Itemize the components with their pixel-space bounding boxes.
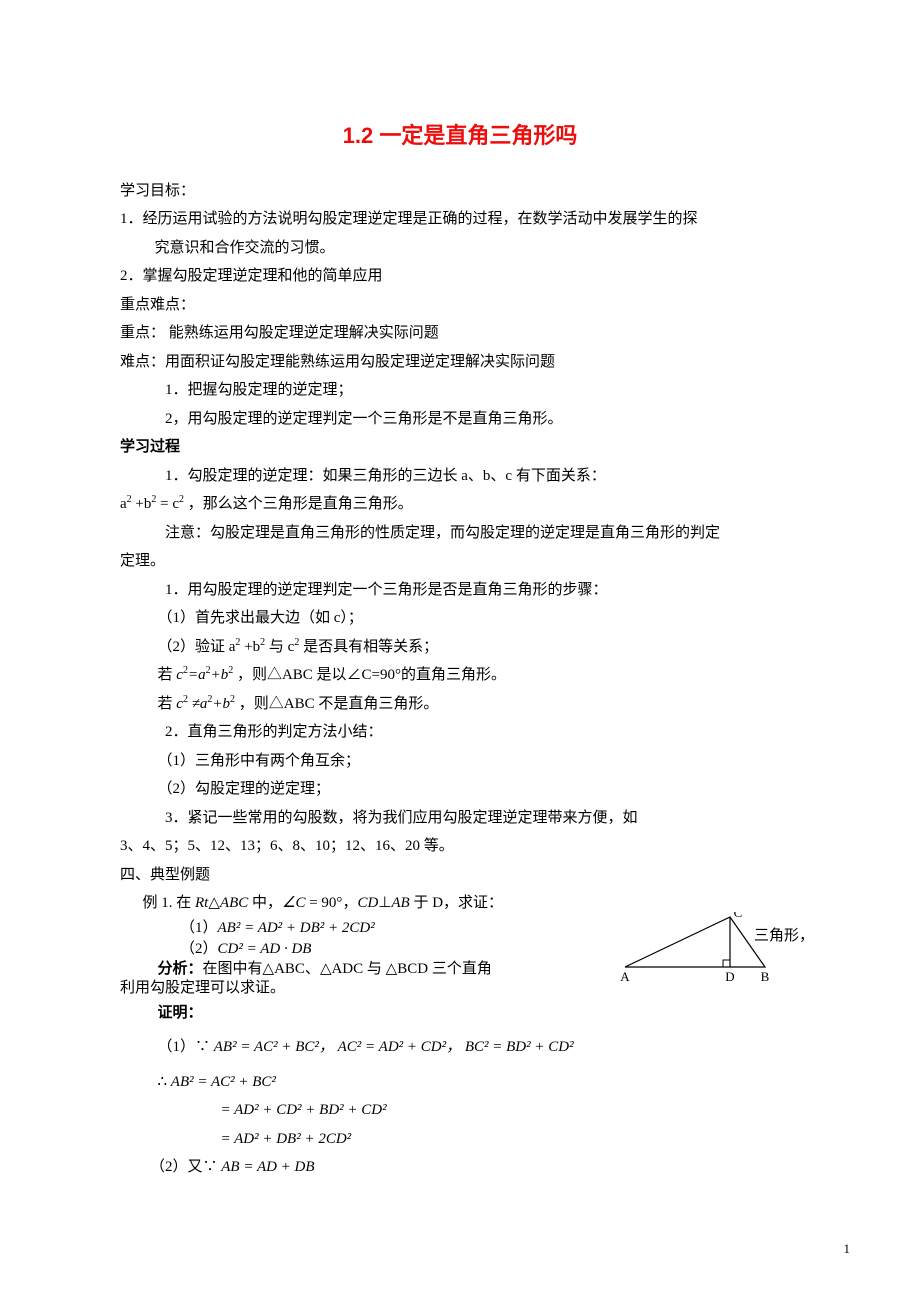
if-2: 若 c2 ≠a2+b2 ，则△ABC 不是直角三角形。	[120, 690, 800, 719]
ex1-2-pre: （2）	[180, 941, 218, 957]
page-number: 1	[844, 1237, 851, 1262]
step-1-2: （2）验证 a2 +b2 与 c2 是否具有相等关系；	[120, 633, 800, 662]
ex1-1-pre: （1）	[180, 920, 218, 936]
proof-1-l3: = AD² + DB² + 2CD²	[120, 1125, 800, 1154]
eq-eq-c: = c	[156, 496, 179, 512]
ex1-a: 例 1. 在	[143, 895, 196, 911]
ex1-2-eq: CD² = AD · DB	[218, 941, 312, 957]
if2-tail: ，则△ABC 不是直角三角形。	[235, 696, 438, 712]
right-angle-mark	[723, 960, 730, 967]
page-title: 1.2 一定是直角三角形吗	[120, 115, 800, 157]
if1-plus: +	[211, 667, 221, 683]
label-a: A	[620, 969, 630, 984]
note-line: 注意：勾股定理是直角三角形的性质定理，而勾股定理的逆定理是直角三角形的判定	[120, 519, 800, 548]
if2-c: c	[176, 696, 183, 712]
pf1-pre: （1）∵	[158, 1039, 214, 1055]
step-2: 2．直角三角形的判定方法小结：	[120, 718, 800, 747]
ex1-rt: Rt	[195, 895, 208, 911]
proof-1-given: （1）∵ AB² = AC² + BC²， AC² = AD² + CD²， B…	[120, 1033, 800, 1062]
pf1-eq3: BC² = BD² + CD²	[465, 1039, 574, 1055]
if2-b: b	[223, 696, 231, 712]
step-2-1: （1）三角形中有两个角互余；	[120, 747, 800, 776]
triangle-side-text: 三角形，	[754, 922, 814, 951]
if2-plus: +	[212, 696, 222, 712]
if1-c: c	[176, 667, 183, 683]
pf1-therefore: ∴	[158, 1074, 171, 1090]
goal-1: 1．经历运用试验的方法说明勾股定理逆定理是正确的过程，在数学活动中发展学生的探	[120, 205, 800, 234]
eq-tail: ，那么这个三角形是直角三角形。	[184, 496, 413, 512]
an-and: 与	[363, 961, 386, 977]
ex1-perp: ⊥	[378, 895, 391, 911]
if1-pre: 若	[158, 667, 177, 683]
pf1-eq2: AC² = AD² + CD²，	[338, 1039, 461, 1055]
pf1-eq1: AB² = AC² + BC²，	[214, 1039, 334, 1055]
ex1-tri: △	[208, 895, 220, 911]
eq-a: a	[120, 496, 127, 512]
if1-a: a	[198, 667, 206, 683]
label-d: D	[725, 969, 734, 984]
analysis-a: 在图中有	[203, 961, 263, 977]
proof-label: 证明：	[120, 999, 800, 1028]
kd-1: 重点： 能熟练运用勾股定理逆定理解决实际问题	[120, 319, 800, 348]
pf1-line2: = AD² + CD² + BD² + CD²	[221, 1102, 387, 1118]
goals-header: 学习目标：	[120, 177, 800, 206]
if2-pre: 若	[158, 696, 177, 712]
an-tail: 三个直角	[428, 961, 492, 977]
process-header: 学习过程	[120, 433, 800, 462]
an-tri1: △ABC	[263, 961, 305, 977]
ex1-abc: ABC	[220, 895, 248, 911]
ex1-eq90: = 90°	[305, 895, 342, 911]
step-3-cont: 3、4、5；5、12、13；6、8、10；12、16、20 等。	[120, 832, 800, 861]
pf2-pre: （2）又∵	[150, 1159, 221, 1175]
thm-1-eq: a2 +b2 = c2 ，那么这个三角形是直角三角形。	[120, 490, 800, 519]
ex1-ab: AB	[391, 895, 409, 911]
step-1-1: （1）首先求出最大边（如 c）；	[120, 604, 800, 633]
analysis-label: 分析：	[158, 961, 203, 977]
step-3: 3．紧记一些常用的勾股数，将为我们应用勾股定理逆定理带来方便，如	[120, 804, 800, 833]
pf1-line3: = AD² + DB² + 2CD²	[221, 1131, 352, 1147]
goal-2: 2．掌握勾股定理逆定理和他的简单应用	[120, 262, 800, 291]
ex1-angC: ∠C	[282, 895, 305, 911]
if2-ne: ≠	[188, 696, 200, 712]
pf2-eq: AB = AD + DB	[221, 1159, 314, 1175]
note-cont: 定理。	[120, 547, 800, 576]
ex1-1-eq: AB² = AD² + DB² + 2CD²	[218, 920, 375, 936]
step-1: 1．用勾股定理的逆定理判定一个三角形是否是直角三角形的步骤：	[120, 576, 800, 605]
if-1: 若 c2=a2+b2 ，则△ABC 是以∠C=90°的直角三角形。	[120, 661, 800, 690]
ex1-cd: CD	[357, 895, 378, 911]
an-sep1: 、	[305, 961, 320, 977]
label-b: B	[761, 969, 770, 984]
proof-1-l2: = AD² + CD² + BD² + CD²	[120, 1096, 800, 1125]
proof-1-l1: ∴ AB² = AC² + BC²	[120, 1068, 800, 1097]
thm-1: 1．勾股定理的逆定理：如果三角形的三边长 a、b、c 有下面关系：	[120, 462, 800, 491]
ex1-c1: ，	[342, 895, 357, 911]
s12-a: （2）验证 a	[158, 639, 236, 655]
an-tri2: △ADC	[320, 961, 363, 977]
step-2-2: （2）勾股定理的逆定理；	[120, 775, 800, 804]
an-tri3: △BCD	[386, 961, 428, 977]
pre-2: 2，用勾股定理的逆定理判定一个三角形是不是直角三角形。	[120, 405, 800, 434]
kd-header: 重点难点：	[120, 291, 800, 320]
kd-2: 难点：用面积证勾股定理能熟练运用勾股定理逆定理解决实际问题	[120, 348, 800, 377]
eq-plus-b: +b	[132, 496, 152, 512]
if1-tail: ，则△ABC 是以∠C=90°的直角三角形。	[233, 667, 506, 683]
proof-2: （2）又∵ AB = AD + DB	[120, 1153, 800, 1182]
s12-c: 与 c	[265, 639, 294, 655]
ex1-mid: 中，	[248, 895, 282, 911]
goal-1-cont: 究意识和合作交流的习惯。	[120, 234, 800, 263]
s12-d: 是否具有相等关系；	[299, 639, 438, 655]
triangle-shape	[625, 917, 765, 967]
if1-eq: =	[188, 667, 198, 683]
s12-b: +b	[240, 639, 260, 655]
pf1-line1: AB² = AC² + BC²	[171, 1074, 276, 1090]
pre-1: 1．把握勾股定理的逆定理；	[120, 376, 800, 405]
label-c: C	[734, 912, 743, 920]
section-4: 四、典型例题	[120, 861, 800, 890]
ex1-tail: 于 D，求证：	[410, 895, 503, 911]
